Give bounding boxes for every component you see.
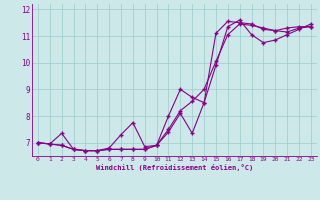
X-axis label: Windchill (Refroidissement éolien,°C): Windchill (Refroidissement éolien,°C)	[96, 164, 253, 171]
